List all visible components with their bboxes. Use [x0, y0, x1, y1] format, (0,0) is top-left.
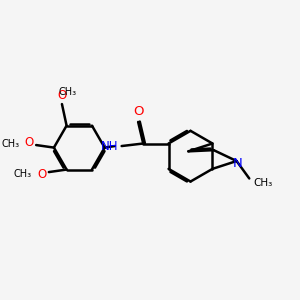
Text: CH₃: CH₃: [1, 139, 19, 148]
Text: N: N: [233, 157, 243, 170]
Text: O: O: [133, 105, 143, 118]
Text: CH₃: CH₃: [14, 169, 32, 178]
Text: CH₃: CH₃: [253, 178, 272, 188]
Text: O: O: [58, 89, 67, 102]
Text: CH₃: CH₃: [58, 87, 76, 97]
Text: O: O: [38, 168, 47, 182]
Text: O: O: [25, 136, 34, 149]
Text: NH: NH: [101, 140, 118, 152]
